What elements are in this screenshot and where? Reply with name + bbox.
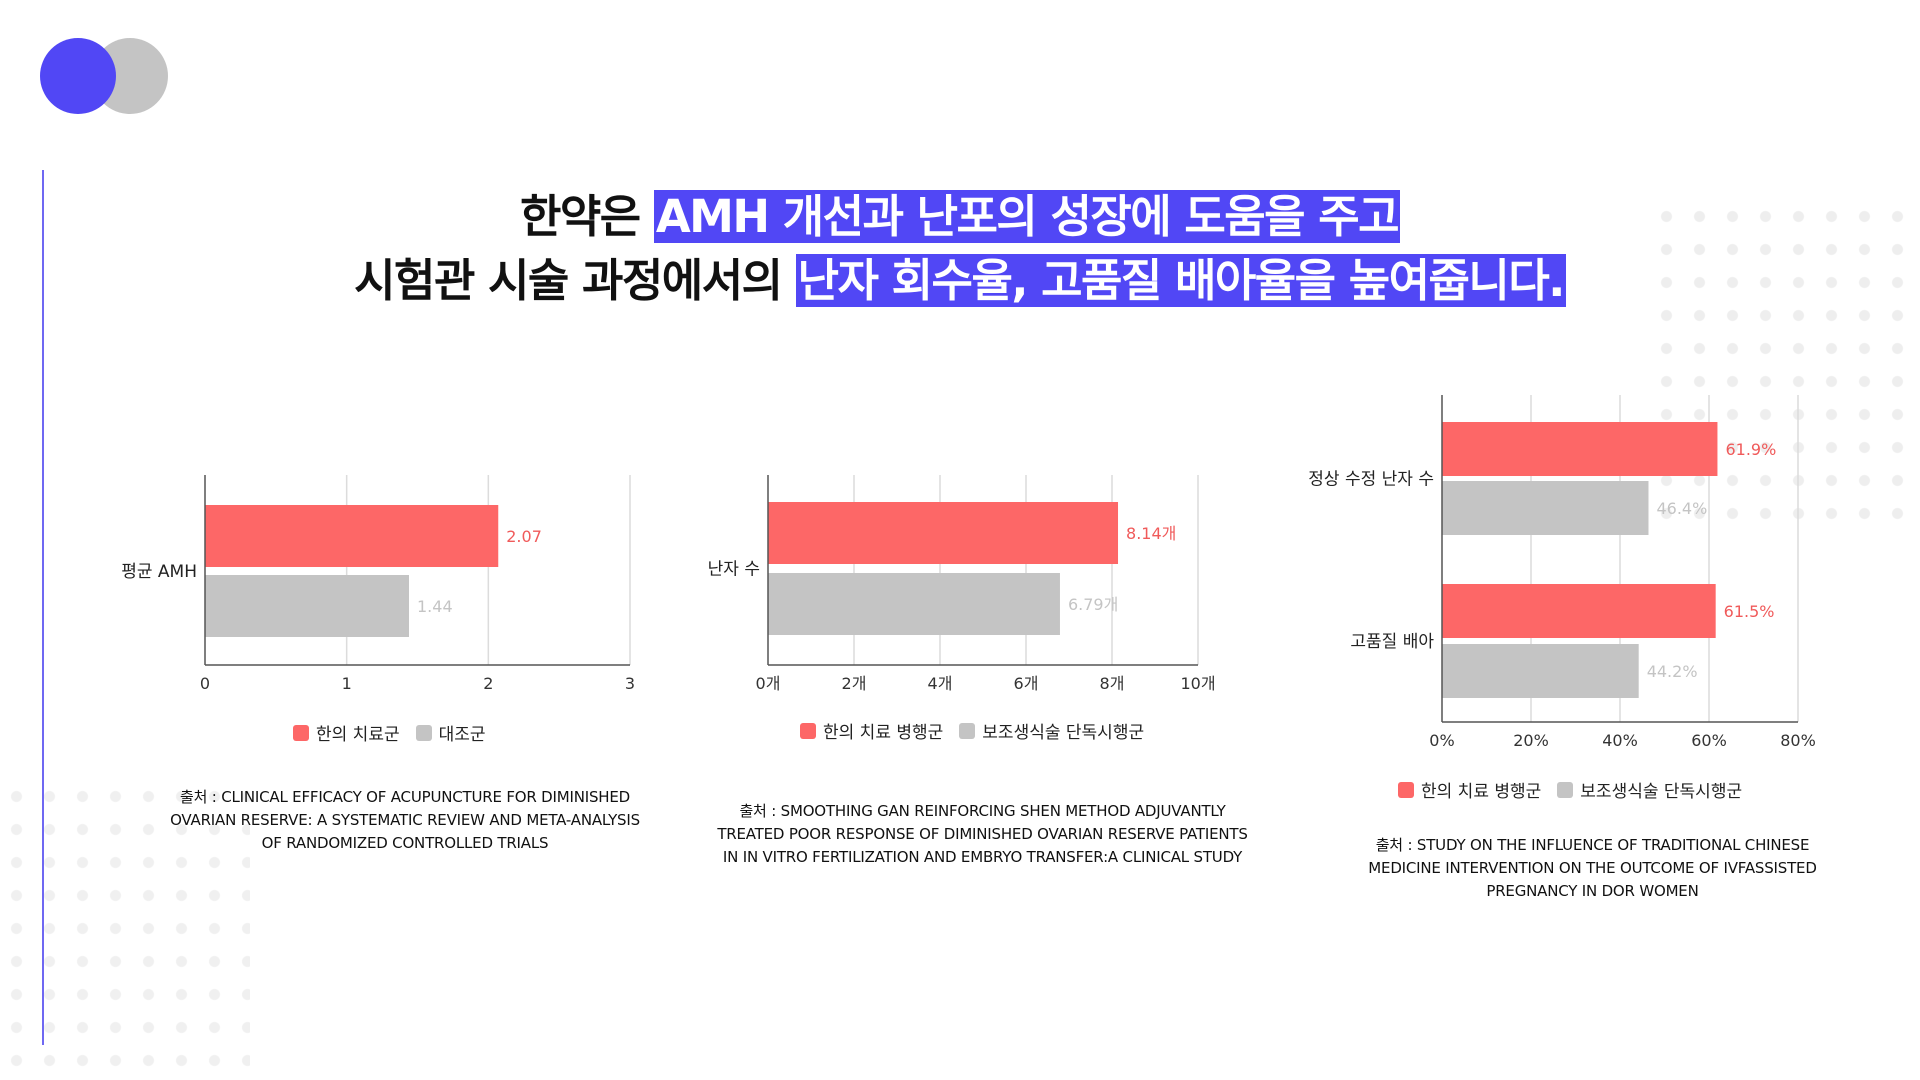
x-tick-label: 0개: [756, 674, 781, 693]
legend-label-control: 보조생식술 단독시행군: [1580, 782, 1743, 802]
legend-oocyte-count: 한의 치료 병행군 보조생식술 단독시행군: [800, 718, 1160, 743]
bar-control: [1442, 644, 1639, 698]
headline-line-2-plain: 시험관 시술 과정에서의: [354, 254, 796, 307]
headline-line-2-highlight: 난자 회수율, 고품질 배아율을 높여줍니다.: [795, 254, 1566, 307]
legend-amh: 한의 치료군 대조군: [293, 720, 502, 745]
bar-treatment: [1442, 584, 1716, 638]
legend-label-treatment: 한의 치료군: [316, 725, 400, 745]
legend-label-control: 대조군: [438, 725, 486, 745]
legend-item-control: 보조생식술 단독시행군: [1557, 777, 1742, 802]
headline-line-1-plain: 한약은: [519, 190, 654, 243]
data-label: 8.14개: [1126, 524, 1176, 543]
bar-control: [1442, 481, 1649, 535]
legend-item-control: 보조생식술 단독시행군: [959, 718, 1144, 743]
vertical-accent-line: [42, 170, 44, 1045]
chart-amh: 0 1 2 3 2.07 1.44 평균 AMH: [121, 475, 635, 693]
bar-treatment: [205, 505, 499, 567]
chart-oocyte-count: 0개 2개 4개 6개 8개 10개 8.14개 6.79개 난자 수: [708, 475, 1216, 693]
logo-circle-blue: [40, 38, 116, 114]
legend-item-treatment: 한의 치료 병행군: [1398, 777, 1541, 802]
data-label: 44.2%: [1647, 662, 1698, 681]
category-label: 정상 수정 난자 수: [1308, 470, 1434, 490]
legend-label-treatment: 한의 치료 병행군: [823, 723, 944, 743]
category-label: 난자 수: [708, 560, 760, 580]
dot-pattern-right: [1650, 200, 1920, 540]
legend-swatch-treatment: [1398, 781, 1414, 798]
x-tick-label: 2개: [842, 674, 867, 693]
chart-fertilization-embryo: 0% 20% 40% 60% 80% 61.9% 46.4% 정상 수정 난자 수 61.5% 4…: [1308, 395, 1816, 750]
legend-item-treatment: 한의 치료군: [293, 720, 400, 745]
bar-treatment: [1442, 422, 1718, 476]
x-tick-label: 10개: [1180, 674, 1215, 693]
data-label: 61.5%: [1724, 602, 1775, 621]
headline-line-1: 한약은 AMH 개선과 난포의 성장에 도움을 주고: [0, 185, 1920, 249]
legend-item-control: 대조군: [415, 720, 486, 745]
dot-pattern-left: [0, 780, 250, 1080]
x-tick-label: 1: [342, 674, 352, 693]
data-label: 2.07: [506, 527, 542, 546]
x-tick-label: 0: [200, 674, 210, 693]
data-label: 1.44: [417, 597, 453, 616]
category-label: 고품질 배아: [1350, 632, 1434, 652]
x-tick-label: 3: [625, 674, 635, 693]
headline-line-2: 시험관 시술 과정에서의 난자 회수율, 고품질 배아율을 높여줍니다.: [0, 249, 1920, 313]
logo: [40, 38, 170, 114]
x-tick-label: 60%: [1691, 731, 1727, 750]
headline-line-1-highlight: AMH 개선과 난포의 성장에 도움을 주고: [653, 190, 1401, 243]
x-tick-label: 6개: [1014, 674, 1039, 693]
legend-label-treatment: 한의 치료 병행군: [1421, 782, 1542, 802]
legend-label-control: 보조생식술 단독시행군: [982, 723, 1145, 743]
bar-control: [768, 573, 1060, 635]
x-tick-label: 0%: [1429, 731, 1454, 750]
legend-fertilization-embryo: 한의 치료 병행군 보조생식술 단독시행군: [1398, 777, 1758, 802]
x-tick-label: 8개: [1100, 674, 1125, 693]
headline: 한약은 AMH 개선과 난포의 성장에 도움을 주고 시험관 시술 과정에서의 …: [0, 185, 1920, 313]
legend-swatch-treatment: [800, 722, 816, 739]
bar-treatment: [768, 502, 1119, 564]
legend-swatch-control: [1557, 781, 1574, 798]
x-tick-label: 20%: [1513, 731, 1549, 750]
legend-swatch-control: [959, 722, 976, 739]
source-citation-oocyte-count: 출처 : Smoothing Gan Reinforcing Shen Meth…: [717, 802, 1248, 866]
data-label: 61.9%: [1725, 440, 1776, 459]
x-tick-label: 4개: [928, 674, 953, 693]
legend-item-treatment: 한의 치료 병행군: [800, 718, 943, 743]
x-tick-label: 2: [483, 674, 493, 693]
legend-swatch-treatment: [293, 724, 309, 741]
category-label: 평균 AMH: [121, 562, 197, 582]
source-citation-amh: 출처 : Clinical Efficacy of Acupuncture fo…: [170, 788, 640, 852]
source-citation-fertilization-embryo: 출처 : Study on the Influence of Tradition…: [1368, 836, 1817, 900]
bar-control: [205, 575, 409, 637]
x-tick-label: 40%: [1602, 731, 1638, 750]
data-label: 46.4%: [1656, 499, 1707, 518]
data-label: 6.79개: [1068, 595, 1118, 614]
x-tick-label: 80%: [1780, 731, 1816, 750]
legend-swatch-control: [415, 724, 432, 741]
